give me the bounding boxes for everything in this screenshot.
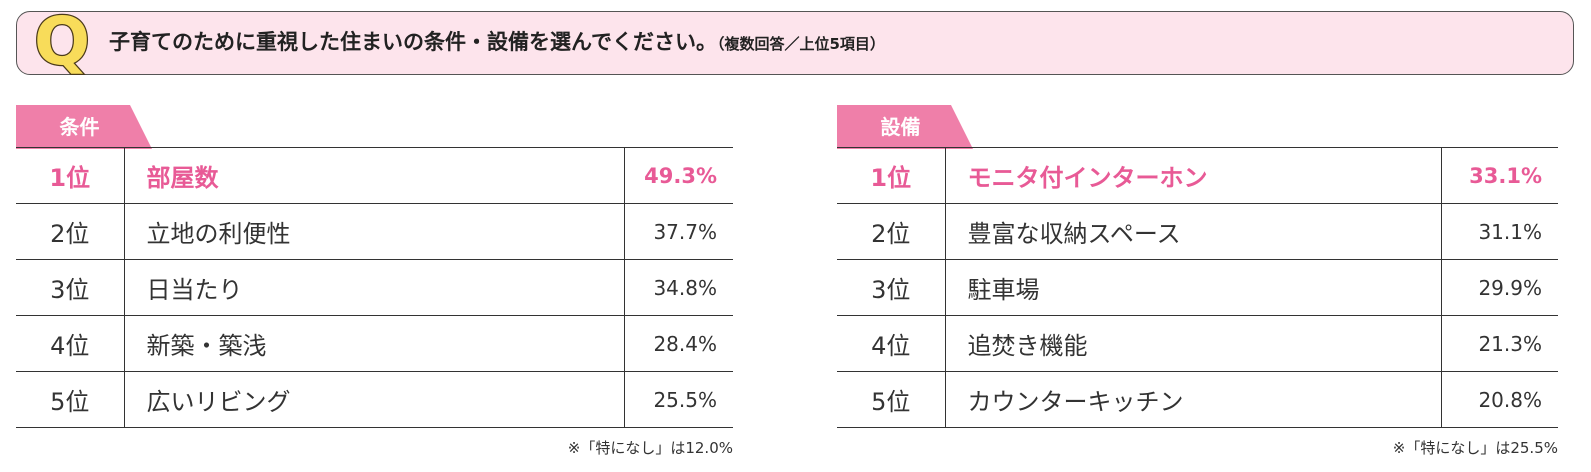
q-letter: Q [34, 6, 90, 80]
table-row: 2位 豊富な収納スペース 31.1% [837, 203, 1558, 260]
item-cell: 新築・築浅 [124, 315, 625, 372]
table-row: 3位 日当たり 34.8% [16, 259, 733, 316]
percent-cell: 25.5% [624, 371, 733, 428]
item-cell: 広いリビング [124, 371, 625, 428]
table-row: 1位 部屋数 49.3% [16, 147, 733, 204]
item-cell: 日当たり [124, 259, 625, 316]
conditions-note: ※「特になし」は12.0% [567, 439, 733, 457]
question-text: 子育てのために重視した住まいの条件・設備を選んでください。 [109, 30, 717, 54]
question-subtext: （複数回答／上位5項目） [716, 35, 885, 53]
rank-cell: 1位 [16, 147, 125, 204]
q-badge-icon: Q [33, 6, 92, 81]
rank-cell: 3位 [837, 259, 946, 316]
table-row: 2位 立地の利便性 37.7% [16, 203, 733, 260]
percent-cell: 28.4% [624, 315, 733, 372]
item-cell: 駐車場 [945, 259, 1442, 316]
equipment-table: 1位 モニタ付インターホン 33.1% 2位 豊富な収納スペース 31.1% 3… [837, 147, 1558, 428]
rank-cell: 3位 [16, 259, 125, 316]
percent-cell: 37.7% [624, 203, 733, 260]
item-cell: カウンターキッチン [945, 371, 1442, 428]
rank-cell: 4位 [16, 315, 125, 372]
tag-shape [16, 105, 152, 149]
table-row: 4位 新築・築浅 28.4% [16, 315, 733, 372]
conditions-tag: 条件 [16, 105, 156, 149]
table-row: 4位 追焚き機能 21.3% [837, 315, 1558, 372]
equipment-tag: 設備 [837, 105, 977, 149]
table-row: 1位 モニタ付インターホン 33.1% [837, 147, 1558, 204]
rank-cell: 4位 [837, 315, 946, 372]
table-row: 5位 カウンターキッチン 20.8% [837, 371, 1558, 428]
table-row: 3位 駐車場 29.9% [837, 259, 1558, 316]
rank-cell: 1位 [837, 147, 946, 204]
rank-cell: 2位 [16, 203, 125, 260]
rank-cell: 5位 [16, 371, 125, 428]
equipment-tag-label: 設備 [880, 115, 921, 139]
percent-cell: 34.8% [624, 259, 733, 316]
rank-cell: 2位 [837, 203, 946, 260]
percent-cell: 33.1% [1441, 147, 1558, 204]
table-row: 5位 広いリビング 25.5% [16, 371, 733, 428]
item-cell: 追焚き機能 [945, 315, 1442, 372]
percent-cell: 49.3% [624, 147, 733, 204]
conditions-table: 1位 部屋数 49.3% 2位 立地の利便性 37.7% 3位 日当たり 34.… [16, 147, 733, 428]
question-banner: Q 子育てのために重視した住まいの条件・設備を選んでください。（複数回答／上位5… [16, 6, 1574, 81]
item-cell: 豊富な収納スペース [945, 203, 1442, 260]
percent-cell: 29.9% [1441, 259, 1558, 316]
rank-cell: 5位 [837, 371, 946, 428]
percent-cell: 21.3% [1441, 315, 1558, 372]
percent-cell: 20.8% [1441, 371, 1558, 428]
item-cell: 部屋数 [124, 147, 625, 204]
equipment-note: ※「特になし」は25.5% [1392, 439, 1558, 457]
conditions-tag-label: 条件 [59, 115, 100, 139]
percent-cell: 31.1% [1441, 203, 1558, 260]
question-text-row: 子育てのために重視した住まいの条件・設備を選んでください。（複数回答／上位5項目… [109, 12, 885, 73]
tag-shape [837, 105, 973, 149]
item-cell: モニタ付インターホン [945, 147, 1442, 204]
item-cell: 立地の利便性 [124, 203, 625, 260]
